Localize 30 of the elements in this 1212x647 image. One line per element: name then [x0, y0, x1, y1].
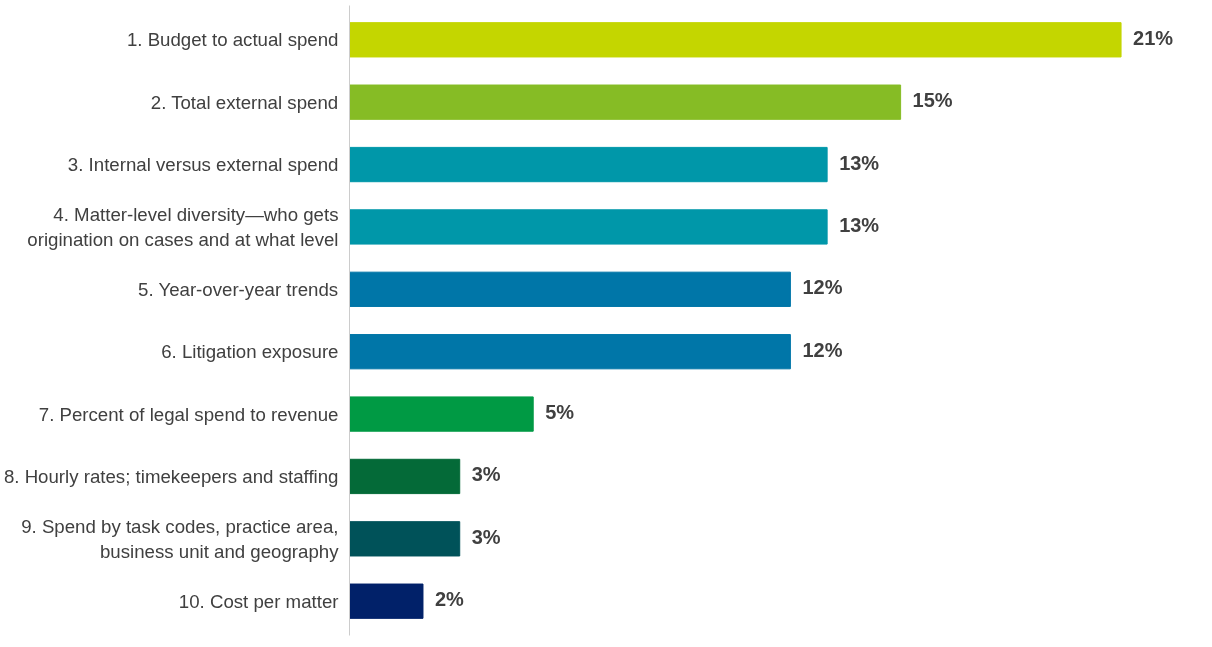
bar: [349, 396, 534, 432]
data-label: 12%: [802, 276, 843, 299]
y-tick-label: 7. Percent of legal spend to revenue: [38, 403, 339, 425]
data-label: 12%: [802, 338, 843, 361]
bar: [349, 22, 1122, 58]
bar: [349, 271, 791, 307]
bar: [349, 458, 461, 495]
bar: [349, 209, 828, 245]
data-label: 2%: [434, 588, 465, 611]
data-label: 3%: [471, 525, 501, 548]
y-tick-label: 1. Budget to actual spend: [126, 29, 339, 51]
data-label: 21%: [1133, 26, 1174, 49]
y-tick-label: 6. Litigation exposure: [161, 341, 339, 363]
y-tick-label: 4. Matter-level diversity—who gets origination on cases and at what level: [27, 203, 339, 251]
y-tick-label: 8. Hourly rates; timekeepers and staffing: [3, 465, 339, 487]
data-label: 15%: [912, 89, 953, 112]
bar: [349, 84, 902, 120]
bar: [349, 521, 461, 557]
y-tick-label: 9. Spend by task codes, practice area, business unit and geography: [21, 515, 340, 562]
data-label: 3%: [471, 463, 501, 486]
y-tick-label: 2. Total external spend: [150, 91, 339, 113]
bar: [349, 334, 791, 370]
data-label: 13%: [839, 151, 880, 174]
data-label: 5%: [545, 401, 575, 424]
bar: [349, 146, 828, 183]
y-tick-label: 10. Cost per matter: [178, 590, 339, 612]
y-tick-label: 3. Internal versus external spend: [67, 154, 339, 176]
y-tick-label: 5. Year-over-year trends: [138, 278, 339, 300]
data-label: 13%: [839, 213, 880, 236]
bar: [349, 583, 424, 619]
